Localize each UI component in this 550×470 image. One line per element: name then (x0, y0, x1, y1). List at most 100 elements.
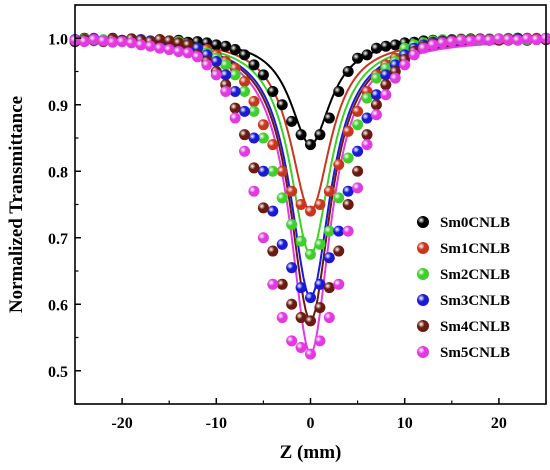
data-point-sm3cnlb (230, 86, 241, 97)
data-point-sm2cnlb (267, 166, 278, 177)
data-point-sm0cnlb (305, 139, 316, 150)
data-point-sm5cnlb (437, 37, 448, 48)
x-tick-label: 0 (307, 415, 315, 432)
data-point-sm2cnlb (333, 192, 344, 203)
data-point-sm0cnlb (248, 59, 259, 70)
data-point-sm3cnlb (258, 166, 269, 177)
legend-label-sm1cnlb: Sm1CNLB (440, 241, 510, 257)
data-point-sm3cnlb (267, 206, 278, 217)
data-point-sm3cnlb (380, 69, 391, 80)
data-point-sm0cnlb (267, 86, 278, 97)
data-point-sm3cnlb (248, 133, 259, 144)
data-point-sm4cnlb (230, 103, 241, 114)
data-point-sm3cnlb (220, 69, 231, 80)
y-axis-label: Normalized Transmittance (6, 96, 27, 313)
x-tick-label: 20 (491, 415, 507, 432)
data-point-sm5cnlb (173, 46, 184, 57)
data-point-sm2cnlb (324, 226, 335, 237)
data-point-sm5cnlb (362, 139, 373, 150)
data-point-sm1cnlb (343, 126, 354, 137)
data-point-sm2cnlb (286, 219, 297, 230)
data-point-sm4cnlb (343, 199, 354, 210)
data-point-sm3cnlb (314, 279, 325, 290)
data-point-sm0cnlb (333, 86, 344, 97)
data-point-sm5cnlb (248, 186, 259, 197)
data-point-sm5cnlb (475, 34, 486, 45)
data-point-sm5cnlb (352, 182, 363, 193)
data-point-sm5cnlb (192, 51, 203, 62)
data-point-sm5cnlb (286, 335, 297, 346)
data-point-sm5cnlb (267, 279, 278, 290)
data-point-sm3cnlb (305, 292, 316, 303)
data-point-sm2cnlb (314, 239, 325, 250)
data-point-sm0cnlb (343, 66, 354, 77)
data-points-layer (70, 33, 550, 360)
data-point-sm5cnlb (409, 49, 420, 60)
data-point-sm0cnlb (230, 44, 241, 55)
data-point-sm4cnlb (296, 312, 307, 323)
data-point-sm1cnlb (277, 166, 288, 177)
data-point-sm5cnlb (220, 86, 231, 97)
data-point-sm0cnlb (352, 53, 363, 64)
y-tick-label: 0.5 (48, 364, 68, 381)
data-point-sm0cnlb (211, 39, 222, 50)
data-point-sm0cnlb (296, 129, 307, 140)
fit-curve-sm1cnlb (75, 40, 546, 211)
data-point-sm3cnlb (324, 252, 335, 263)
data-point-sm5cnlb (399, 59, 410, 70)
legend-marker-sm0cnlb (417, 216, 429, 228)
data-point-sm5cnlb (427, 39, 438, 50)
y-tick-label: 1.0 (48, 31, 68, 48)
data-point-sm5cnlb (503, 34, 514, 45)
data-point-sm1cnlb (239, 76, 250, 87)
data-point-sm5cnlb (239, 146, 250, 157)
data-point-sm3cnlb (286, 262, 297, 273)
data-point-sm3cnlb (352, 146, 363, 157)
y-tick-label: 0.8 (48, 164, 68, 181)
data-point-sm3cnlb (371, 89, 382, 100)
fit-curve-sm0cnlb (75, 39, 546, 144)
data-point-sm3cnlb (333, 226, 344, 237)
data-point-sm5cnlb (230, 113, 241, 124)
data-point-sm4cnlb (258, 202, 269, 213)
data-point-sm5cnlb (484, 35, 495, 46)
data-point-sm5cnlb (531, 34, 542, 45)
data-point-sm1cnlb (296, 199, 307, 210)
data-point-sm5cnlb (380, 89, 391, 100)
x-tick-label: -20 (111, 415, 132, 432)
data-point-sm0cnlb (390, 39, 401, 50)
data-point-sm0cnlb (277, 99, 288, 110)
data-point-sm5cnlb (211, 69, 222, 80)
data-point-sm5cnlb (183, 47, 194, 58)
data-point-sm0cnlb (286, 116, 297, 127)
data-point-sm5cnlb (465, 35, 476, 46)
data-point-sm5cnlb (117, 36, 128, 47)
data-point-sm2cnlb (362, 93, 373, 104)
legend-marker-sm4cnlb (417, 320, 429, 332)
data-point-sm5cnlb (343, 226, 354, 237)
data-point-sm1cnlb (258, 119, 269, 130)
legend-label-sm4cnlb: Sm4CNLB (440, 319, 510, 335)
data-point-sm2cnlb (296, 236, 307, 247)
legend-label-sm5cnlb: Sm5CNLB (440, 345, 510, 361)
data-point-sm2cnlb (220, 59, 231, 70)
data-point-sm3cnlb (211, 56, 222, 67)
legend-label-sm0cnlb: Sm0CNLB (440, 215, 510, 231)
x-tick-label: -10 (206, 415, 227, 432)
data-point-sm4cnlb (352, 166, 363, 177)
legend-marker-sm5cnlb (417, 346, 429, 358)
x-tick-label: 10 (397, 415, 413, 432)
data-point-sm2cnlb (352, 119, 363, 130)
data-point-sm5cnlb (418, 43, 429, 54)
data-point-sm0cnlb (258, 69, 269, 80)
legend-label-sm2cnlb: Sm2CNLB (440, 267, 510, 283)
legend: Sm0CNLBSm1CNLBSm2CNLBSm3CNLBSm4CNLBSm5CN… (417, 215, 510, 361)
legend-marker-sm1cnlb (417, 242, 429, 254)
data-point-sm5cnlb (145, 41, 156, 52)
data-point-sm2cnlb (343, 152, 354, 163)
data-point-sm5cnlb (126, 37, 137, 48)
data-point-sm5cnlb (333, 279, 344, 290)
data-point-sm5cnlb (390, 73, 401, 84)
data-point-sm0cnlb (324, 113, 335, 124)
